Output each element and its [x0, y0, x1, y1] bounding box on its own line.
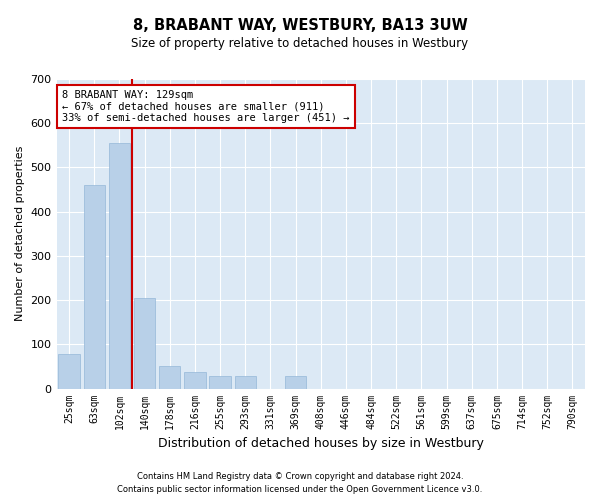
Text: 8 BRABANT WAY: 129sqm
← 67% of detached houses are smaller (911)
33% of semi-det: 8 BRABANT WAY: 129sqm ← 67% of detached …	[62, 90, 349, 123]
Y-axis label: Number of detached properties: Number of detached properties	[15, 146, 25, 322]
Bar	[184, 372, 206, 388]
Text: Size of property relative to detached houses in Westbury: Size of property relative to detached ho…	[131, 38, 469, 51]
Bar	[58, 354, 80, 388]
Bar	[285, 376, 307, 388]
Text: Contains HM Land Registry data © Crown copyright and database right 2024.: Contains HM Land Registry data © Crown c…	[137, 472, 463, 481]
Text: Contains public sector information licensed under the Open Government Licence v3: Contains public sector information licen…	[118, 485, 482, 494]
Bar	[209, 376, 231, 388]
Bar	[109, 143, 130, 388]
Bar	[159, 366, 181, 388]
Bar	[235, 376, 256, 388]
Bar	[134, 298, 155, 388]
X-axis label: Distribution of detached houses by size in Westbury: Distribution of detached houses by size …	[158, 437, 484, 450]
Text: 8, BRABANT WAY, WESTBURY, BA13 3UW: 8, BRABANT WAY, WESTBURY, BA13 3UW	[133, 18, 467, 32]
Bar	[83, 185, 105, 388]
